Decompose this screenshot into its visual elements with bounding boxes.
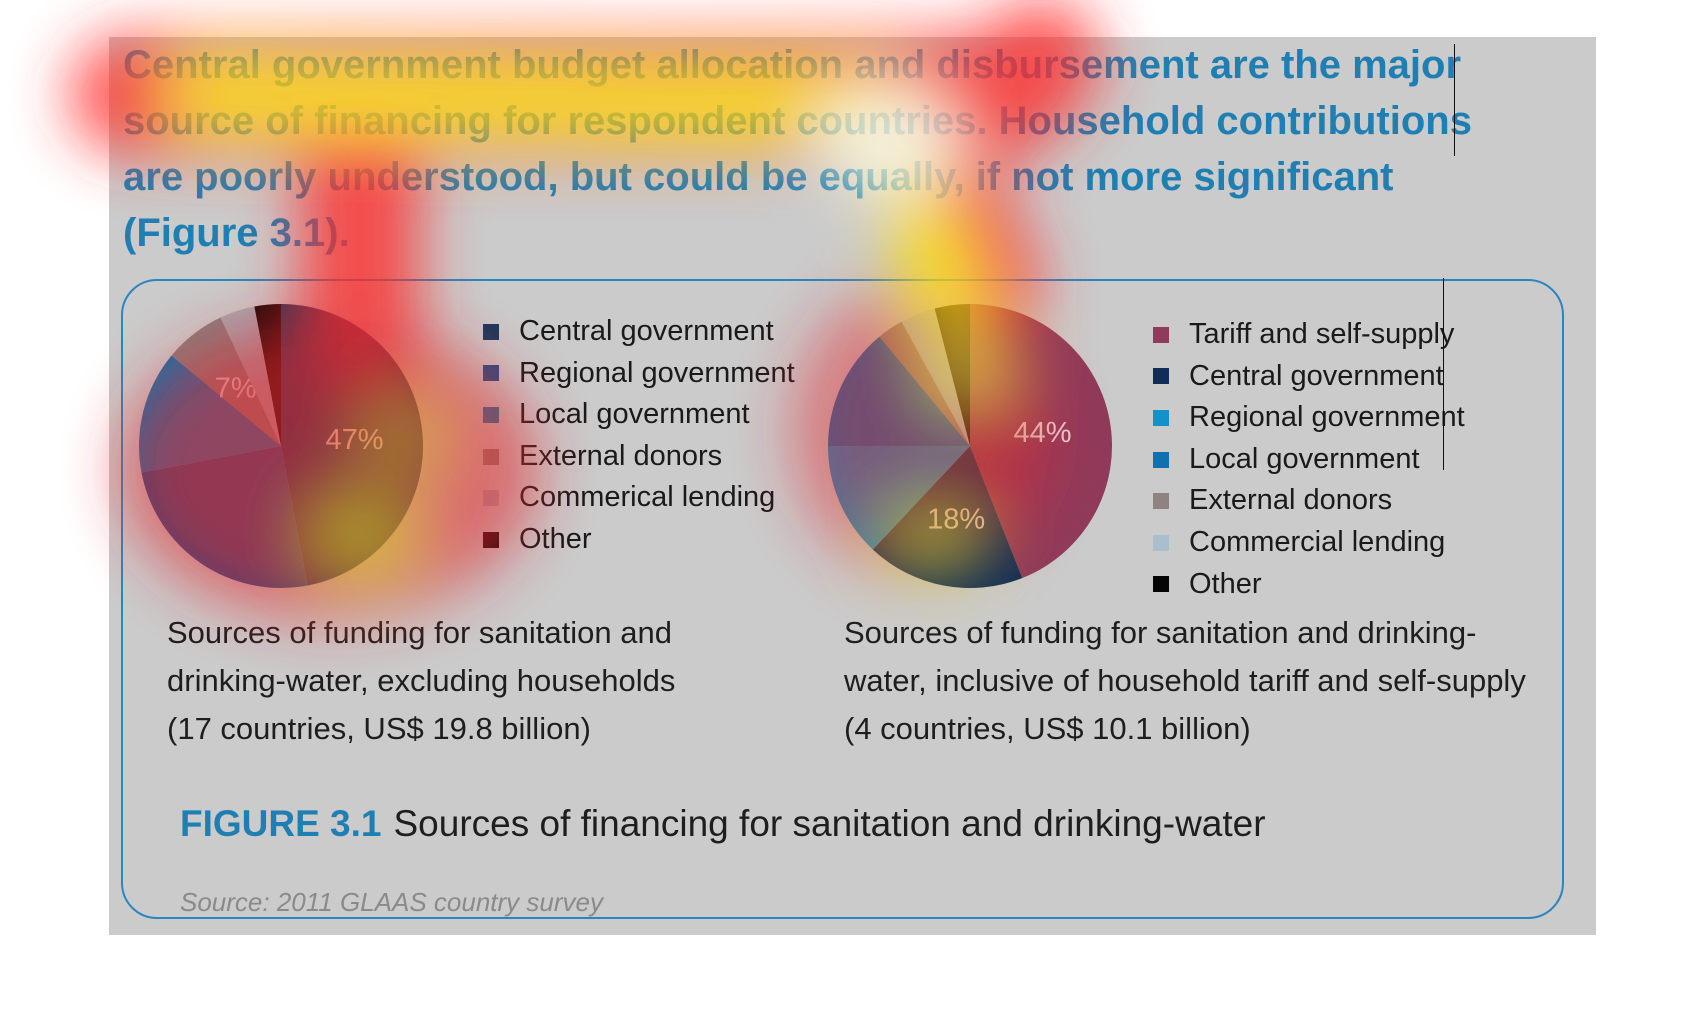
- legend-left: Central government Regional government Loc…: [483, 311, 795, 561]
- legend-label: External donors: [1189, 484, 1393, 517]
- legend-swatch: [483, 365, 499, 382]
- legend-label: External donors: [519, 439, 723, 472]
- legend-item-other: Other: [483, 519, 795, 561]
- legend-swatch: [1153, 451, 1169, 468]
- legend-label: Regional government: [1189, 401, 1465, 434]
- legend-swatch: [1153, 409, 1169, 426]
- caption-right: Sources of funding for sanitation and dr…: [844, 615, 1526, 746]
- headline: Central government budget allocation and…: [123, 43, 1472, 255]
- legend-swatch: [1153, 576, 1169, 593]
- figure-number: FIGURE 3.1: [180, 803, 382, 844]
- figure-caption: FIGURE 3.1 Sources of financing for sanit…: [180, 803, 1266, 845]
- legend-item-regional-government: Regional government: [1153, 397, 1465, 439]
- legend-item-commercial-lending: Commercial lending: [1153, 522, 1465, 564]
- legend-label: Central government: [519, 315, 774, 347]
- legend-label: Local government: [519, 398, 750, 431]
- figure-source: Source: 2011 GLAAS country survey: [180, 887, 603, 917]
- legend-item-central-government: Central government: [1153, 356, 1465, 398]
- legend-label: Regional government: [519, 356, 795, 389]
- figure-panel: Central government budget allocation and…: [109, 37, 1596, 935]
- legend-item-other: Other: [1153, 564, 1465, 606]
- legend-right: Tariff and self-supply Central government…: [1153, 314, 1465, 605]
- legend-label: Commerical lending: [519, 481, 776, 514]
- text-cursor: [1443, 278, 1444, 470]
- legend-item-local-government: Local government: [1153, 439, 1465, 481]
- figure-box: 47% 7% Central government Regional governm…: [121, 279, 1564, 919]
- legend-swatch: [1153, 326, 1169, 343]
- legend-label: Other: [1189, 567, 1262, 600]
- legend-swatch: [1153, 368, 1169, 385]
- legend-swatch: [1153, 493, 1169, 510]
- caption-left: Sources of funding for sanitation and dr…: [167, 615, 676, 746]
- legend-item-local-government: Local government: [483, 394, 795, 436]
- legend-label: Commercial lending: [1189, 525, 1446, 558]
- legend-item-central-government: Central government: [483, 311, 795, 353]
- legend-label: Tariff and self-supply: [1189, 318, 1455, 350]
- text-cursor: [1454, 44, 1455, 156]
- legend-label: Local government: [1189, 442, 1420, 475]
- data-label-tariff-and-self-supply: 44%: [1014, 417, 1072, 449]
- legend-swatch: [483, 531, 499, 548]
- legend-swatch: [483, 448, 499, 465]
- data-label-central-government: 18%: [927, 504, 985, 536]
- legend-item-external-donors: External donors: [483, 436, 795, 478]
- legend-label: Other: [519, 522, 592, 555]
- legend-swatch: [1153, 534, 1169, 551]
- legend-item-commerical-lending: Commerical lending: [483, 477, 795, 519]
- data-label-central-government: 47%: [325, 424, 383, 456]
- legend-item-tariff-and-self-supply: Tariff and self-supply: [1153, 314, 1465, 356]
- legend-item-external-donors: External donors: [1153, 480, 1465, 522]
- pie-chart-right: 44% 18%: [828, 304, 1112, 588]
- figure-title: Sources of financing for sanitation and …: [393, 803, 1266, 844]
- legend-item-regional-government: Regional government: [483, 353, 795, 395]
- pie-chart-left: 47%7%: [139, 304, 424, 588]
- legend-swatch: [483, 490, 499, 507]
- legend-label: Central government: [1189, 359, 1444, 392]
- legend-swatch: [483, 406, 499, 423]
- legend-swatch: [483, 323, 499, 340]
